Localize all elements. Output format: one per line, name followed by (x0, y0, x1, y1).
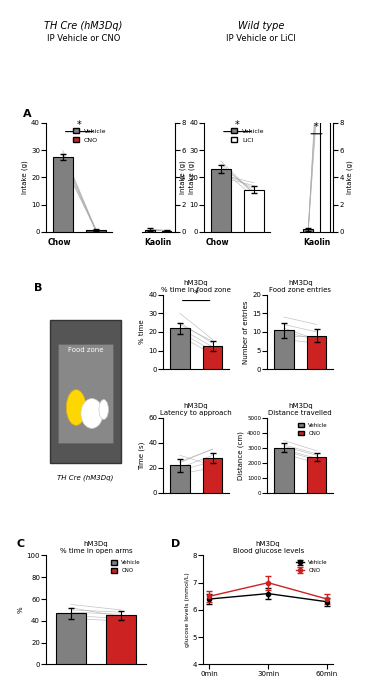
Legend: Vehicle, CNO: Vehicle, CNO (70, 126, 109, 145)
Bar (170, 328, 190, 369)
Y-axis label: Intake (g): Intake (g) (188, 160, 195, 195)
Title: hM3Dq
% time in food zone: hM3Dq % time in food zone (161, 279, 231, 292)
Legend: Vehicle, LiCl: Vehicle, LiCl (229, 126, 267, 145)
Text: A: A (23, 110, 32, 119)
Legend: Vehicle, CNO: Vehicle, CNO (293, 558, 330, 575)
Bar (58, 344, 113, 443)
Text: *: * (194, 289, 199, 299)
Bar (320, 0, 330, 232)
Bar (162, 231, 172, 232)
Ellipse shape (99, 399, 108, 419)
Y-axis label: glucose levels (mmol/L): glucose levels (mmol/L) (185, 573, 190, 647)
Legend: Vehicle, CNO: Vehicle, CNO (109, 558, 143, 575)
Y-axis label: Distance (cm): Distance (cm) (238, 431, 245, 480)
Ellipse shape (66, 390, 86, 425)
Text: TH Cre (hM3Dq): TH Cre (hM3Dq) (57, 475, 114, 481)
Bar (56, 613, 86, 664)
Bar (203, 458, 222, 493)
Text: *: * (314, 123, 319, 132)
Title: hM3Dq
Latency to approach: hM3Dq Latency to approach (160, 403, 232, 416)
Title: hM3Dq
Blood glucose levels: hM3Dq Blood glucose levels (232, 540, 304, 553)
Y-axis label: Number of entries: Number of entries (243, 300, 249, 364)
Bar (50, 321, 121, 463)
Text: B: B (34, 283, 43, 292)
Text: *: * (77, 120, 81, 129)
Text: Chow: Chow (48, 238, 71, 247)
Bar (106, 615, 136, 664)
Text: IP Vehicle or LiCl: IP Vehicle or LiCl (226, 34, 296, 43)
Y-axis label: Intake (g): Intake (g) (22, 160, 28, 195)
Y-axis label: % time: % time (139, 320, 145, 345)
Text: Kaolin: Kaolin (303, 238, 330, 247)
Bar (53, 157, 73, 232)
Text: Kaolin: Kaolin (145, 238, 172, 247)
Bar (203, 346, 222, 369)
Bar (274, 330, 294, 369)
Title: hM3Dq
Food zone entries: hM3Dq Food zone entries (269, 279, 331, 292)
Title: hM3Dq
Distance travelled: hM3Dq Distance travelled (268, 403, 332, 416)
Bar (274, 448, 294, 493)
Bar (303, 229, 313, 232)
Text: C: C (16, 538, 24, 549)
Bar (145, 230, 155, 232)
Y-axis label: %: % (18, 607, 24, 613)
Text: *: * (235, 120, 240, 129)
Text: IP Vehicle or CNO: IP Vehicle or CNO (47, 34, 120, 43)
Text: Wild type: Wild type (238, 21, 285, 31)
Ellipse shape (81, 399, 103, 428)
Bar (307, 336, 326, 369)
Bar (86, 229, 105, 232)
Y-axis label: Time (s): Time (s) (139, 441, 145, 469)
Bar (307, 457, 326, 493)
Y-axis label: Intake (g): Intake (g) (180, 160, 186, 195)
Text: TH Cre (hM3Dq): TH Cre (hM3Dq) (44, 21, 123, 31)
Text: D: D (171, 538, 180, 549)
Text: Chow: Chow (206, 238, 229, 247)
Legend: Vehicle, CNO: Vehicle, CNO (296, 421, 330, 438)
Y-axis label: Intake (g): Intake (g) (347, 160, 353, 195)
Bar (211, 169, 231, 232)
Text: Food zone: Food zone (68, 347, 103, 353)
Bar (170, 465, 190, 493)
Bar (244, 190, 264, 232)
Title: hM3Dq
% time in open arms: hM3Dq % time in open arms (60, 540, 132, 553)
